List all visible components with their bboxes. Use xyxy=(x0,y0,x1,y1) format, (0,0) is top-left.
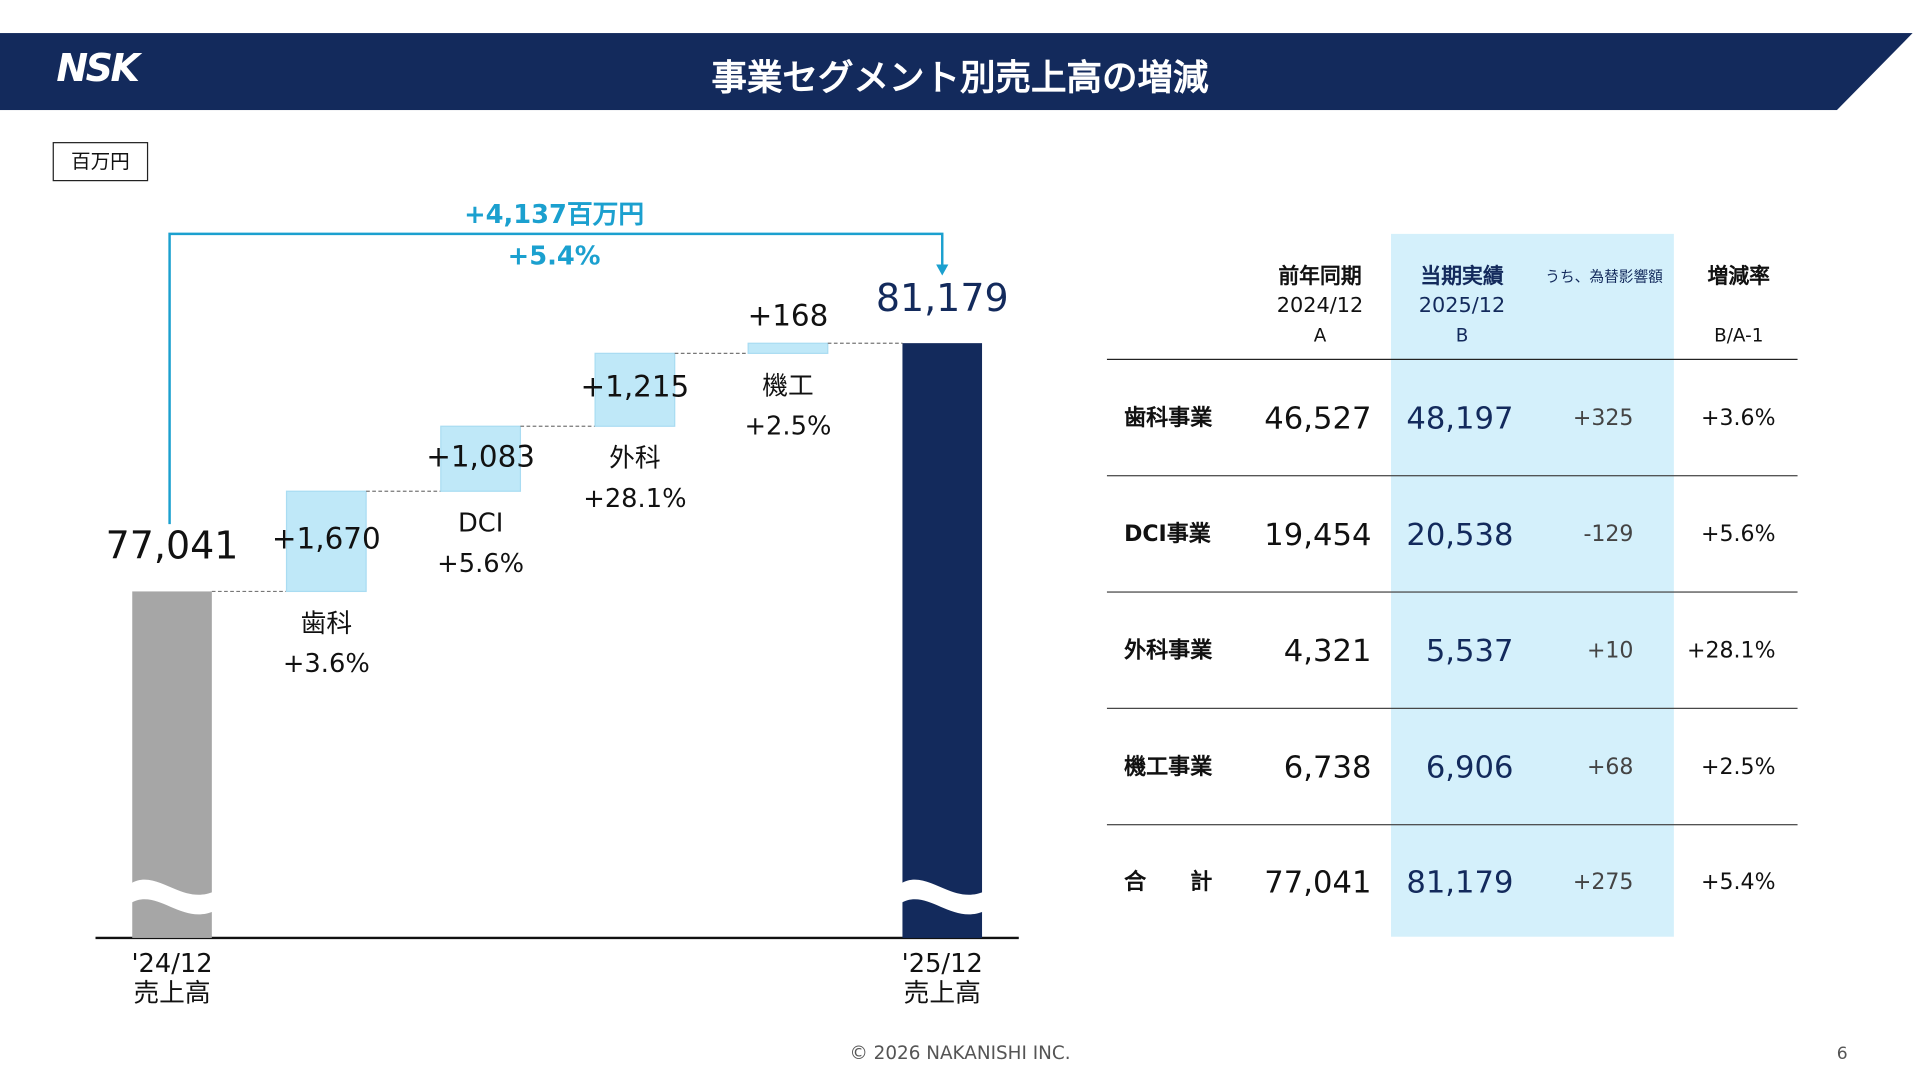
total-change-label: +4,137百万円 xyxy=(464,199,645,229)
fx-value: +325 xyxy=(1572,405,1634,432)
header-prev-title: 前年同期 xyxy=(1278,264,1362,289)
prev-value: 19,454 xyxy=(1264,516,1372,553)
curr-value: 5,537 xyxy=(1425,633,1514,669)
copyright: © 2026 NAKANISHI INC. xyxy=(849,1042,1071,1065)
bar-end xyxy=(902,343,983,938)
prev-value: 6,738 xyxy=(1283,749,1372,785)
current-column-highlight xyxy=(1391,233,1674,937)
header-curr-key: B xyxy=(1455,324,1469,347)
step-rate-label: +28.1% xyxy=(583,483,687,514)
table-header-rule xyxy=(1106,358,1798,361)
step-name-label: 外科 xyxy=(609,443,661,473)
header-curr: 当期実績 2025/12 B xyxy=(1401,262,1523,350)
prev-value: 4,321 xyxy=(1283,633,1372,669)
page-title: 事業セグメント別売上高の増減 xyxy=(711,56,1209,98)
unit-label: 百万円 xyxy=(52,142,149,182)
header-prev: 前年同期 2024/12 A xyxy=(1259,262,1381,350)
row-divider xyxy=(1106,707,1798,709)
waterfall-chart xyxy=(95,232,1019,940)
start-value-label: 77,041 xyxy=(105,524,239,569)
bar-step-3 xyxy=(747,342,829,354)
row-divider xyxy=(1106,824,1798,826)
fx-value: +10 xyxy=(1586,637,1634,664)
arrow-down-icon xyxy=(936,264,949,276)
segment-name: 機工事業 xyxy=(1124,754,1213,781)
header-fx: うち、為替影響額 xyxy=(1545,268,1663,286)
step-name-label: 歯科 xyxy=(300,608,353,638)
curr-value: 81,179 xyxy=(1406,864,1514,901)
header-curr-period: 2025/12 xyxy=(1418,293,1506,319)
rate-value: +5.4% xyxy=(1701,869,1776,896)
rate-value: +3.6% xyxy=(1701,405,1776,432)
row-divider xyxy=(1106,475,1798,477)
step-rate-label: +5.6% xyxy=(437,548,525,579)
step-name-label: DCI xyxy=(457,508,504,538)
header-bar xyxy=(0,33,1913,111)
bar-step-2 xyxy=(594,352,676,427)
step-value-label: +168 xyxy=(747,299,829,334)
table-row: DCI事業 19,454 20,538 -129 +5.6% xyxy=(1106,478,1798,593)
bar-step-1 xyxy=(440,425,522,492)
segment-name: DCI事業 xyxy=(1124,521,1211,548)
rate-value: +28.1% xyxy=(1687,637,1776,664)
header-prev-key: A xyxy=(1313,324,1327,347)
start-category-sub: 売上高 xyxy=(133,978,211,1008)
rate-value: +5.6% xyxy=(1701,521,1776,548)
table-row: 合 計 77,041 81,179 +275 +5.4% xyxy=(1107,825,1798,940)
step-value-label: +1,215 xyxy=(580,370,690,405)
step-name-label: 機工 xyxy=(762,370,814,400)
end-category-sub: 売上高 xyxy=(903,978,981,1008)
header-rate-key: B/A-1 xyxy=(1714,324,1764,347)
prev-value: 77,041 xyxy=(1264,864,1372,901)
nsk-logo: NSK xyxy=(56,46,140,91)
segment-name: 外科事業 xyxy=(1124,637,1213,664)
total-change-bracket xyxy=(168,232,944,525)
curr-value: 6,906 xyxy=(1425,749,1514,785)
fx-value: +275 xyxy=(1572,869,1634,896)
header-curr-title: 当期実績 xyxy=(1420,264,1504,289)
prev-value: 46,527 xyxy=(1264,400,1372,436)
table-row: 歯科事業 46,527 48,197 +325 +3.6% xyxy=(1106,361,1798,477)
step-rate-label: +3.6% xyxy=(282,648,370,679)
total-change-rate: +5.4% xyxy=(507,241,601,271)
axis-break-icon xyxy=(129,879,215,915)
curr-value: 20,538 xyxy=(1406,516,1514,553)
fx-value: -129 xyxy=(1583,521,1634,548)
header-rate-title: 増減率 xyxy=(1707,264,1771,289)
step-value-label: +1,083 xyxy=(426,439,535,474)
page-number: 6 xyxy=(1836,1044,1848,1065)
curr-value: 48,197 xyxy=(1406,400,1514,436)
step-rate-label: +2.5% xyxy=(744,410,832,441)
segment-name: 合 計 xyxy=(1124,869,1213,896)
start-category: '24/12 xyxy=(131,948,213,979)
fx-value: +68 xyxy=(1586,754,1634,781)
bar-step-0 xyxy=(285,490,367,593)
row-divider xyxy=(1106,591,1798,593)
end-category: '25/12 xyxy=(901,948,983,979)
table-row: 機工事業 6,738 6,906 +68 +2.5% xyxy=(1106,710,1798,826)
rate-value: +2.5% xyxy=(1701,754,1776,781)
table-row: 外科事業 4,321 5,537 +10 +28.1% xyxy=(1106,594,1798,709)
end-value-label: 81,179 xyxy=(875,276,1009,321)
header-rate: 増減率 B/A-1 xyxy=(1678,262,1800,350)
header-prev-period: 2024/12 xyxy=(1276,293,1364,319)
segment-name: 歯科事業 xyxy=(1124,405,1213,432)
step-value-label: +1,670 xyxy=(271,521,381,557)
axis-break-icon xyxy=(900,879,985,915)
